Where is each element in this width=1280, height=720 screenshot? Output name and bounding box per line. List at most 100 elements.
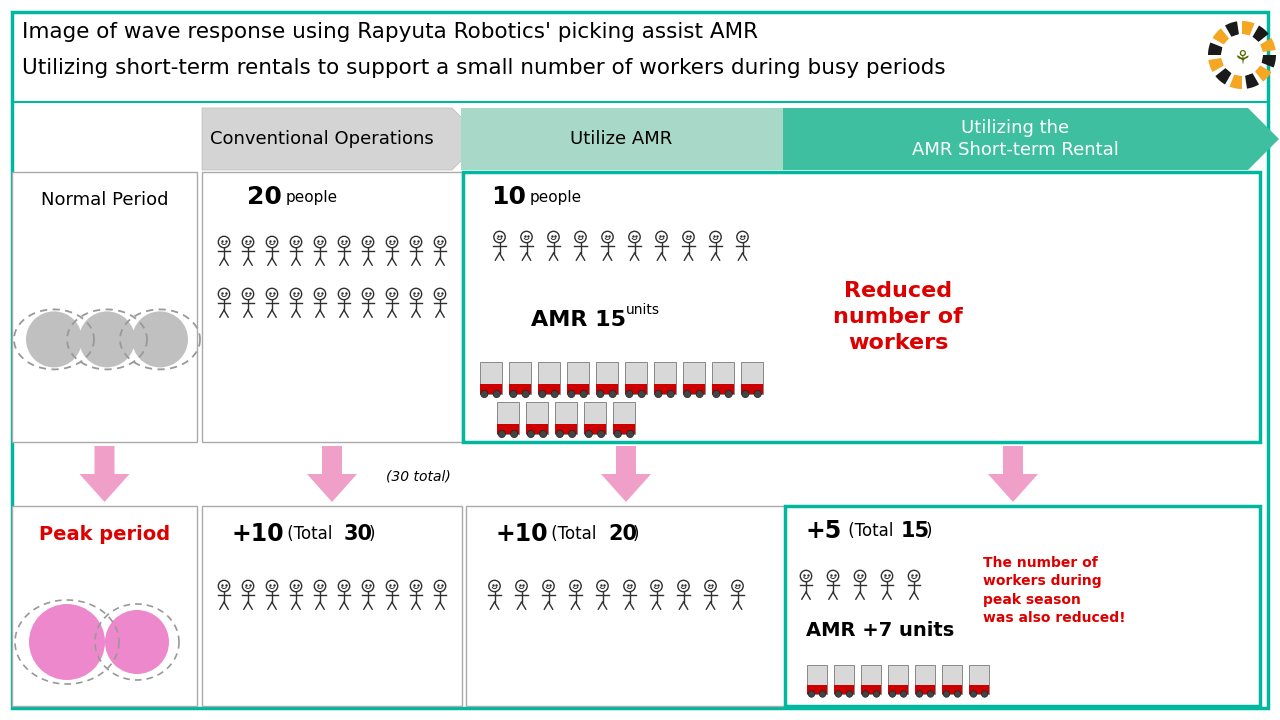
- Text: 15: 15: [901, 521, 931, 541]
- Text: 10: 10: [492, 185, 526, 209]
- Circle shape: [982, 690, 988, 697]
- Circle shape: [684, 390, 691, 397]
- Bar: [915, 665, 934, 694]
- Bar: [682, 384, 704, 394]
- Bar: [497, 402, 518, 434]
- Polygon shape: [307, 446, 357, 502]
- Bar: [888, 665, 908, 694]
- Bar: [654, 362, 676, 394]
- Bar: [466, 506, 786, 706]
- Polygon shape: [1225, 22, 1239, 37]
- Bar: [625, 384, 646, 394]
- Circle shape: [741, 390, 749, 397]
- Bar: [556, 424, 577, 434]
- Bar: [526, 402, 548, 434]
- Bar: [526, 424, 548, 434]
- Circle shape: [754, 390, 762, 397]
- Text: (Total: (Total: [282, 525, 338, 543]
- Polygon shape: [1242, 21, 1254, 35]
- Circle shape: [527, 431, 535, 438]
- Polygon shape: [1208, 42, 1222, 55]
- Text: people: people: [285, 189, 338, 204]
- Text: Conventional Operations: Conventional Operations: [210, 130, 434, 148]
- Circle shape: [627, 431, 634, 438]
- Circle shape: [626, 390, 632, 397]
- Bar: [202, 172, 462, 442]
- Circle shape: [808, 690, 814, 697]
- Text: (30 total): (30 total): [387, 469, 451, 483]
- Bar: [942, 685, 961, 694]
- Circle shape: [900, 690, 906, 697]
- Bar: [480, 362, 502, 394]
- Bar: [556, 402, 577, 434]
- Bar: [654, 384, 676, 394]
- Bar: [538, 362, 559, 394]
- Polygon shape: [79, 446, 129, 502]
- Text: units: units: [626, 303, 660, 317]
- Circle shape: [598, 431, 604, 438]
- Bar: [613, 402, 635, 434]
- Bar: [567, 362, 589, 394]
- Text: 30: 30: [344, 524, 372, 544]
- Circle shape: [970, 690, 977, 697]
- Circle shape: [568, 390, 575, 397]
- Bar: [861, 685, 881, 694]
- Circle shape: [522, 390, 529, 397]
- Polygon shape: [1230, 75, 1242, 89]
- Text: Peak period: Peak period: [38, 524, 170, 544]
- Circle shape: [614, 431, 622, 438]
- Bar: [463, 172, 1260, 442]
- Bar: [202, 506, 462, 706]
- Polygon shape: [461, 108, 817, 170]
- Circle shape: [498, 431, 506, 438]
- Polygon shape: [1215, 68, 1231, 84]
- Bar: [508, 384, 530, 394]
- Text: ): ): [925, 522, 933, 540]
- Circle shape: [916, 690, 923, 697]
- Circle shape: [943, 690, 950, 697]
- Bar: [595, 362, 617, 394]
- Bar: [915, 685, 934, 694]
- Circle shape: [568, 431, 576, 438]
- Text: AMR +7 units: AMR +7 units: [806, 621, 955, 641]
- Bar: [613, 424, 635, 434]
- Circle shape: [667, 390, 675, 397]
- Circle shape: [552, 390, 558, 397]
- Circle shape: [836, 690, 842, 697]
- Circle shape: [105, 610, 169, 674]
- Polygon shape: [1256, 66, 1271, 81]
- Circle shape: [609, 390, 616, 397]
- Polygon shape: [1262, 55, 1276, 68]
- Circle shape: [637, 390, 645, 397]
- Text: Normal Period: Normal Period: [41, 191, 168, 209]
- Text: (Total: (Total: [844, 522, 899, 540]
- Bar: [625, 362, 646, 394]
- Text: AMR 15: AMR 15: [531, 310, 626, 330]
- Circle shape: [481, 390, 488, 397]
- Circle shape: [557, 431, 563, 438]
- Circle shape: [890, 690, 896, 697]
- Text: people: people: [530, 189, 582, 204]
- Polygon shape: [988, 446, 1038, 502]
- Text: ): ): [369, 525, 375, 543]
- Circle shape: [79, 311, 134, 367]
- Text: Utilize AMR: Utilize AMR: [570, 130, 672, 148]
- Bar: [741, 384, 763, 394]
- Circle shape: [596, 390, 604, 397]
- Bar: [712, 384, 733, 394]
- Bar: [785, 506, 1260, 706]
- Bar: [942, 665, 961, 694]
- Circle shape: [1221, 35, 1262, 76]
- Text: The number of
workers during
peak season
was also reduced!: The number of workers during peak season…: [983, 556, 1125, 625]
- Bar: [861, 665, 881, 694]
- Circle shape: [927, 690, 934, 697]
- Bar: [888, 685, 908, 694]
- Text: ⚘: ⚘: [1233, 48, 1251, 68]
- Circle shape: [655, 390, 662, 397]
- Bar: [497, 424, 518, 434]
- Bar: [712, 362, 733, 394]
- Polygon shape: [602, 446, 652, 502]
- Text: Utilizing the
AMR Short-term Rental: Utilizing the AMR Short-term Rental: [913, 119, 1119, 159]
- Circle shape: [132, 311, 188, 367]
- Circle shape: [585, 431, 593, 438]
